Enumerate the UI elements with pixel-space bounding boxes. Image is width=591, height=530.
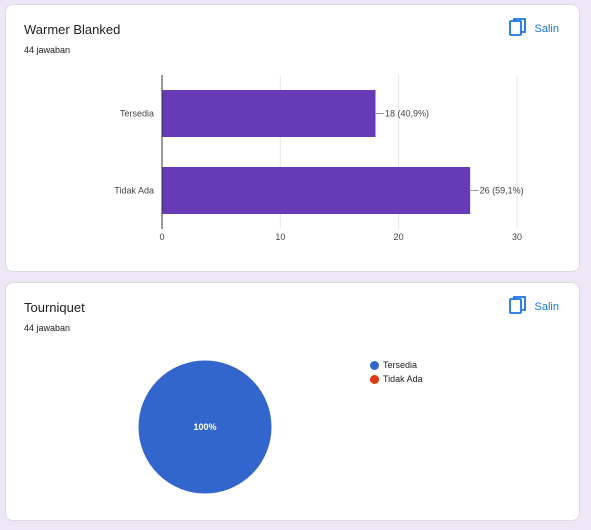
bar [162, 90, 376, 137]
slice-label: 100% [193, 422, 216, 432]
question-card-warmer-blanked: Warmer Blanked 44 jawaban Salin 0 10 20 30 T… [5, 4, 580, 272]
x-tick-label: 0 [159, 232, 164, 242]
response-count: 44 jawaban [24, 45, 71, 55]
x-tick-label: 20 [394, 232, 404, 242]
copy-button[interactable]: Salin [508, 17, 559, 40]
data-label: 18 (40,9%) [385, 109, 429, 119]
category-label: Tersedia [120, 109, 154, 119]
bar-chart: 0 10 20 30 Tersedia 18 (40,9%) Tidak Ada 26 (59… [114, 75, 524, 242]
response-count: 44 jawaban [24, 323, 71, 333]
pie-slice [137, 359, 273, 495]
x-tick-label: 30 [512, 232, 522, 242]
data-label: 26 (59,1%) [480, 186, 524, 196]
copy-label: Salin [534, 22, 559, 35]
pie-chart: 100% [137, 359, 273, 495]
legend-label: Tersedia [383, 360, 418, 370]
question-title: Tourniquet [24, 300, 85, 315]
bar [162, 167, 471, 214]
legend-label: Tidak Ada [383, 374, 423, 384]
legend-swatch [370, 374, 379, 384]
pie-legend: Tersedia Tidak Ada [370, 358, 423, 386]
copy-label: Salin [534, 300, 559, 313]
copy-button[interactable]: Salin [508, 295, 559, 318]
legend-item: Tidak Ada [370, 372, 423, 386]
question-card-tourniquet: Tourniquet 44 jawaban Salin 100% Tersedi… [5, 282, 580, 521]
question-title: Warmer Blanked [24, 22, 121, 37]
category-label: Tidak Ada [114, 186, 154, 196]
legend-item: Tersedia [370, 358, 423, 372]
x-tick-label: 10 [275, 232, 285, 242]
legend-swatch [370, 360, 379, 370]
copy-icon [508, 17, 527, 40]
copy-icon [508, 295, 527, 318]
